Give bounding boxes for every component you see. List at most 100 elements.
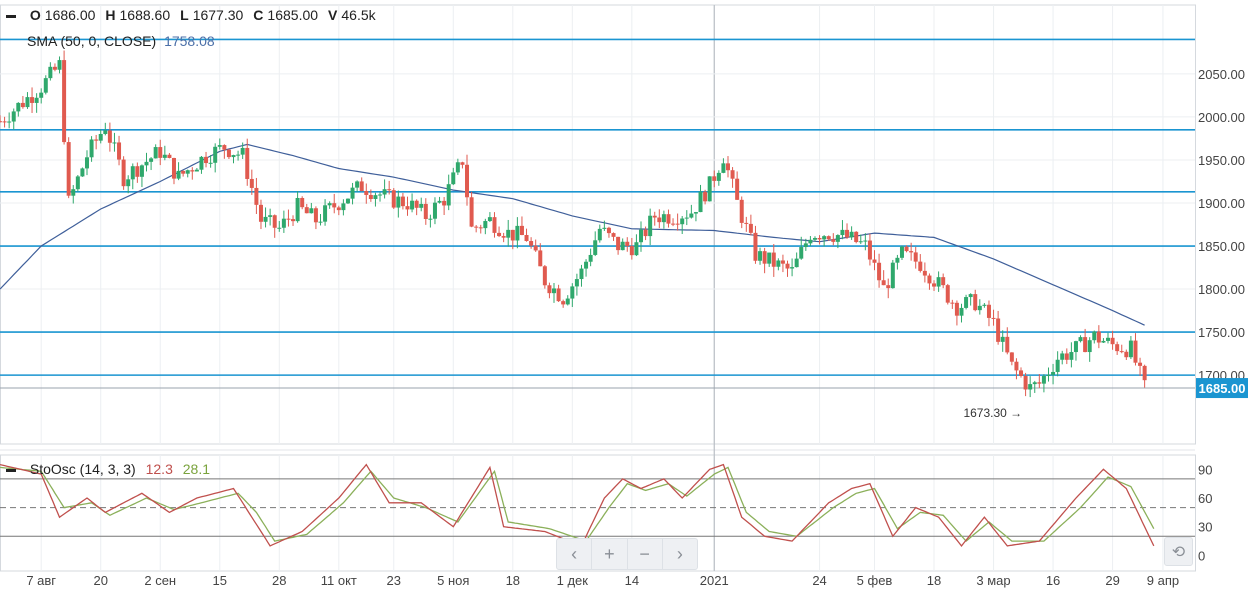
candle-body	[1037, 382, 1042, 384]
candle-body	[954, 302, 959, 316]
candle-body	[638, 229, 643, 243]
candle-body	[657, 217, 662, 223]
candle-body	[803, 243, 808, 248]
candle-body	[98, 133, 103, 141]
candle-body	[822, 236, 827, 240]
candle-body	[922, 270, 927, 276]
zoom-out-button[interactable]: −	[628, 539, 663, 569]
candle-body	[2, 121, 7, 123]
candle-body	[57, 60, 62, 70]
candle-body	[858, 241, 863, 243]
candle-body	[245, 147, 250, 179]
candle-body	[43, 78, 48, 93]
candle-body	[135, 166, 140, 177]
x-tick-label: 23	[387, 573, 401, 588]
candle-body	[780, 260, 785, 264]
candle-body	[1138, 362, 1143, 366]
candle-body	[405, 206, 410, 210]
ohlc-value-l: 1677.30	[192, 7, 244, 23]
candle-body	[812, 237, 817, 240]
candle-body	[904, 246, 909, 252]
candle-body	[529, 241, 534, 246]
ohlc-value-h: 1688.60	[119, 7, 171, 23]
candle-body	[396, 196, 401, 208]
scroll-right-button[interactable]: ›	[676, 543, 683, 564]
candle-body	[977, 305, 982, 311]
candle-body	[675, 223, 680, 225]
candle-body	[941, 277, 946, 286]
candle-body	[336, 207, 341, 211]
candle-body	[382, 189, 387, 195]
candle-body	[1019, 370, 1024, 376]
candle-body	[199, 156, 204, 170]
candle-body	[588, 254, 593, 262]
candle-body	[272, 215, 277, 228]
candle-body	[1000, 336, 1005, 342]
candle-body	[25, 97, 30, 108]
candle-body	[1046, 374, 1051, 377]
candle-body	[126, 179, 131, 187]
chart-navigation: ‹ + − ›	[556, 538, 698, 570]
candle-body	[721, 163, 726, 173]
x-tick-label: 3 мар	[976, 573, 1010, 588]
candle-body	[1023, 375, 1028, 390]
candle-body	[652, 215, 657, 218]
candle-body	[1124, 351, 1129, 358]
candle-body	[611, 233, 616, 237]
candle-body	[291, 219, 296, 222]
sma-legend: SMA (50, 0, CLOSE) 1758.08	[27, 33, 215, 49]
candle-body	[643, 229, 648, 237]
candle-body	[80, 168, 85, 177]
scroll-left-button[interactable]: ‹	[557, 539, 593, 569]
candle-body	[716, 172, 721, 181]
candle-body	[927, 275, 932, 284]
candle-body	[0, 121, 2, 123]
candle-body	[671, 223, 676, 225]
candle-body	[378, 194, 383, 196]
candle-body	[1128, 340, 1133, 358]
candle-body	[350, 187, 355, 199]
ohlc-key-o: O	[29, 7, 41, 23]
candle-body	[432, 202, 437, 219]
candle-body	[1142, 365, 1147, 381]
candle-body	[1069, 352, 1074, 360]
sma-value: 1758.08	[164, 33, 215, 49]
zoom-in-button[interactable]: +	[592, 539, 628, 569]
x-tick-label: 14	[625, 573, 639, 588]
series-toggle-icon[interactable]	[6, 14, 16, 18]
candle-body	[158, 147, 163, 158]
candle-body	[817, 237, 822, 240]
x-tick-label: 24	[812, 573, 826, 588]
candle-body	[932, 283, 937, 287]
candle-body	[863, 240, 868, 242]
candle-body	[886, 285, 891, 289]
candle-body	[162, 154, 167, 158]
candle-body	[254, 187, 259, 205]
stochastic-panel-border	[0, 454, 1196, 572]
candle-body	[144, 161, 149, 166]
candle-body	[579, 268, 584, 280]
x-tick-label: 16	[1046, 573, 1060, 588]
axes: 7 авг 20 2 сен 15 28 11 окт 23 5 ноя 18 1 дек 14 20…	[26, 67, 1248, 588]
min-price-annotation: 1673.30 →	[963, 406, 1022, 420]
candle-body	[597, 228, 602, 241]
stochastic-toggle-icon[interactable]	[6, 468, 16, 472]
candle-body	[153, 147, 158, 159]
reset-chart-button[interactable]: ⟲	[1164, 537, 1193, 566]
candle-body	[139, 165, 144, 177]
candle-body	[840, 229, 845, 236]
candle-body	[1060, 353, 1065, 360]
candle-body	[1087, 340, 1092, 353]
candle-body	[391, 190, 396, 208]
candle-body	[236, 154, 241, 156]
candle-body	[964, 297, 969, 308]
candle-body	[258, 204, 263, 222]
candle-body	[744, 222, 749, 224]
candle-body	[835, 235, 840, 242]
ohlc-key-l: L	[180, 7, 189, 23]
candle-body	[648, 215, 653, 237]
candle-body	[996, 318, 1001, 342]
candle-body	[327, 203, 332, 206]
stochastic-k-value: 12.3	[145, 461, 173, 477]
